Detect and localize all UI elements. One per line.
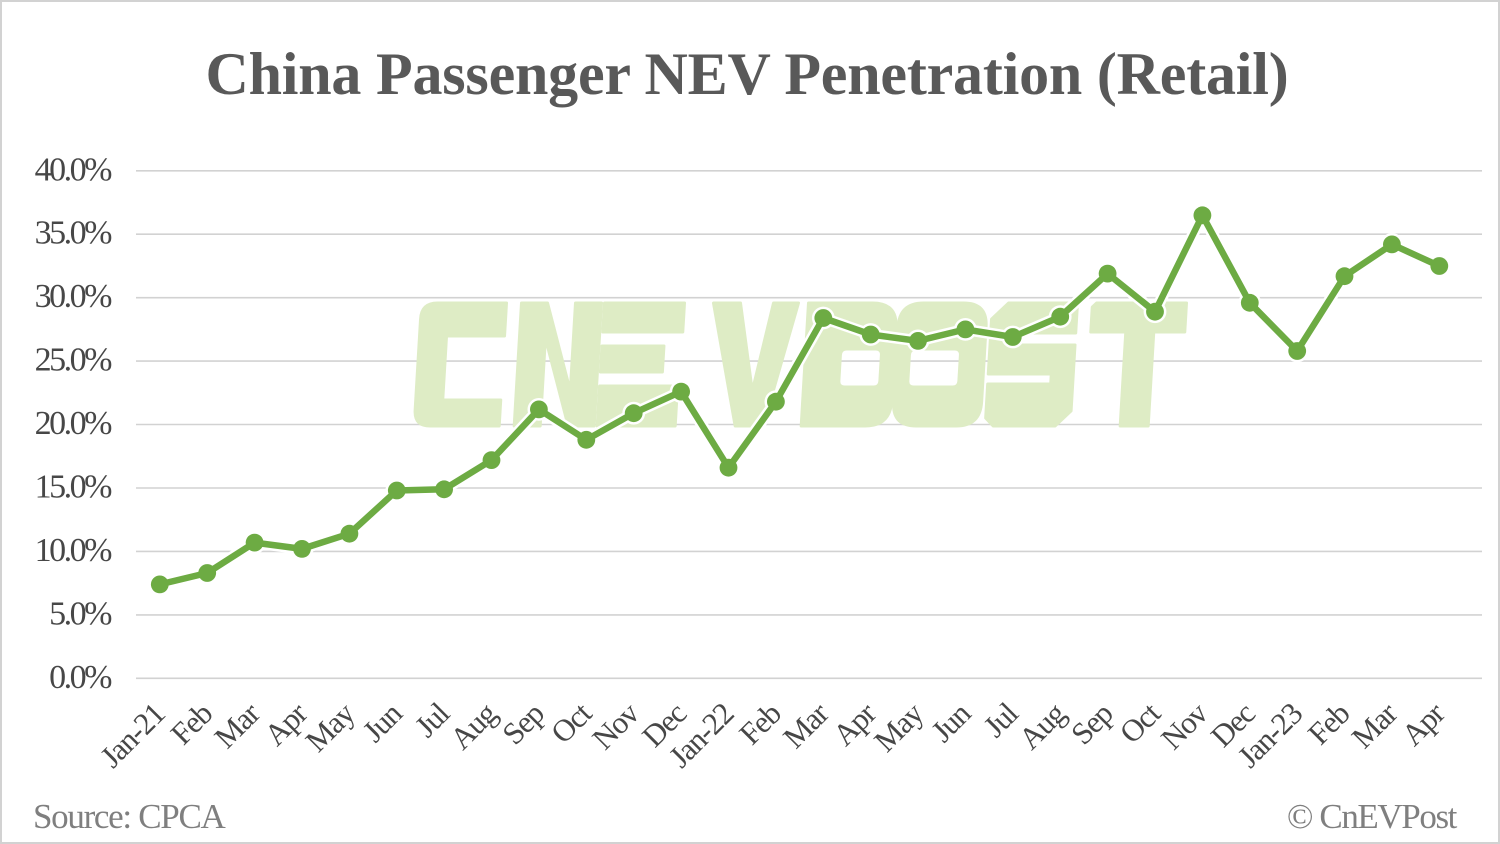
svg-text:0.0%: 0.0%	[49, 659, 112, 696]
svg-text:25.0%: 25.0%	[35, 342, 113, 379]
svg-text:Source: CPCA: Source: CPCA	[33, 797, 227, 836]
svg-text:5.0%: 5.0%	[49, 595, 112, 632]
svg-text:40.0%: 40.0%	[35, 151, 113, 188]
svg-text:15.0%: 15.0%	[35, 469, 113, 506]
svg-text:China Passenger NEV Penetratio: China Passenger NEV Penetration (Retail)	[205, 41, 1288, 107]
svg-text:30.0%: 30.0%	[35, 278, 113, 315]
svg-text:10.0%: 10.0%	[35, 532, 113, 569]
svg-text:© CnEVPost: © CnEVPost	[1287, 797, 1458, 836]
svg-text:35.0%: 35.0%	[35, 215, 113, 252]
svg-text:20.0%: 20.0%	[35, 405, 113, 442]
